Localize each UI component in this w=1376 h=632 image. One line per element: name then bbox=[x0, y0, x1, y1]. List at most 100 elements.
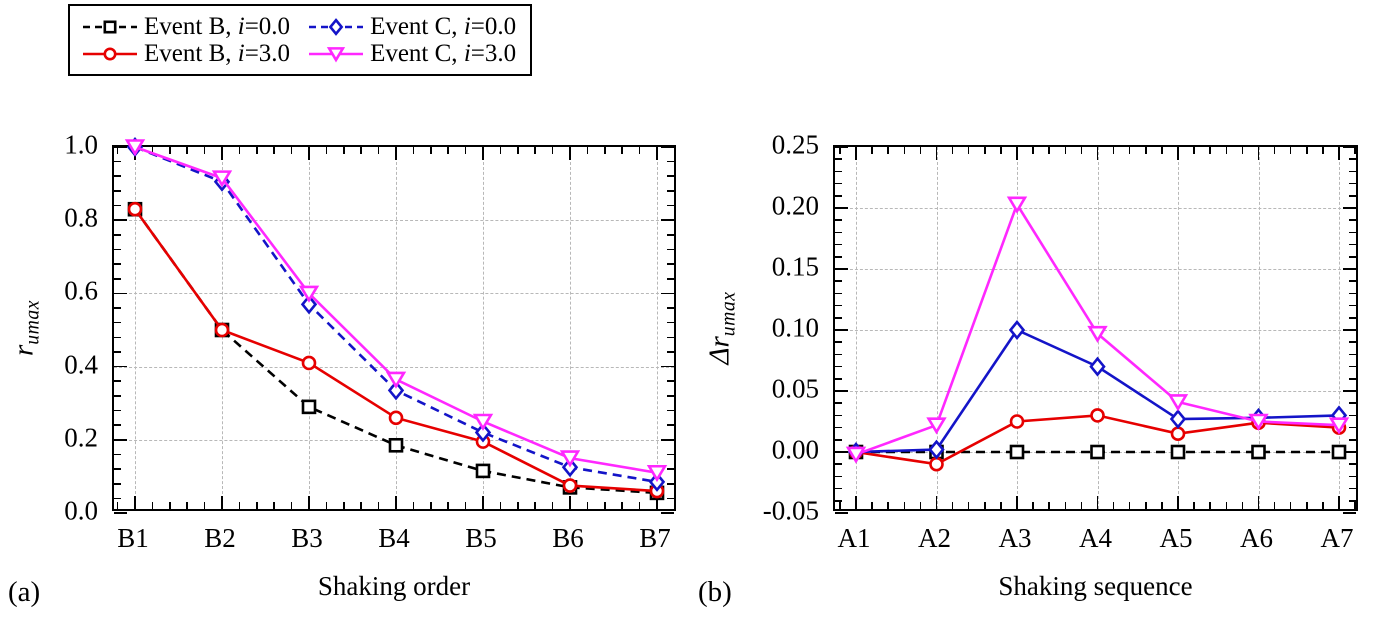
axis-tick-minor bbox=[667, 453, 674, 456]
axis-tick-minor bbox=[586, 147, 589, 154]
axis-tick-minor bbox=[673, 147, 676, 154]
axis-tick-minor bbox=[1349, 378, 1356, 380]
axis-tick-minor bbox=[835, 365, 842, 368]
y-tick-label: 0.05 bbox=[771, 373, 819, 404]
axis-tick-major bbox=[569, 496, 571, 509]
y-tick-label: 0.2 bbox=[64, 422, 98, 453]
axis-tick-major bbox=[855, 147, 857, 160]
axis-tick-minor bbox=[114, 482, 121, 485]
y-axis-title-b: Δrumax bbox=[703, 291, 740, 365]
legend-item[interactable]: Event C, i=0.0 bbox=[308, 14, 516, 39]
axis-tick-minor bbox=[667, 395, 674, 397]
axis-tick-minor bbox=[1349, 426, 1356, 429]
axis-tick-minor bbox=[1349, 439, 1356, 441]
axis-tick-major bbox=[395, 147, 397, 160]
axis-tick-major bbox=[114, 365, 127, 368]
axis-tick-minor bbox=[835, 475, 842, 478]
axis-tick-minor bbox=[1161, 502, 1163, 509]
axis-tick-major bbox=[134, 496, 136, 509]
axis-tick-major bbox=[835, 146, 848, 148]
x-tick-label: B1 bbox=[117, 523, 149, 553]
axis-tick-minor bbox=[1349, 304, 1356, 307]
axis-tick-minor bbox=[967, 502, 970, 509]
axis-tick-minor bbox=[1145, 502, 1147, 509]
gridline-vertical bbox=[309, 147, 310, 509]
axis-tick-major bbox=[835, 207, 848, 209]
axis-tick-major bbox=[1257, 147, 1260, 160]
axis-tick-minor bbox=[238, 502, 241, 509]
axis-tick-minor bbox=[114, 380, 121, 383]
axis-tick-minor bbox=[839, 502, 841, 509]
gridline-vertical bbox=[657, 147, 658, 509]
axis-tick-minor bbox=[1322, 502, 1324, 509]
axis-tick-minor bbox=[114, 321, 121, 324]
axis-tick-minor bbox=[919, 147, 922, 154]
axis-tick-minor bbox=[984, 502, 986, 509]
axis-tick-minor bbox=[667, 409, 674, 412]
axis-tick-minor bbox=[667, 336, 674, 339]
y-tick-label: 1.0 bbox=[64, 129, 98, 160]
axis-tick-minor bbox=[1225, 147, 1228, 154]
legend-item[interactable]: Event C, i=3.0 bbox=[308, 41, 516, 66]
axis-tick-minor bbox=[835, 231, 842, 234]
axis-tick-major bbox=[661, 365, 674, 368]
axis-tick-minor bbox=[430, 502, 432, 509]
axis-tick-minor bbox=[835, 487, 842, 490]
gridline-vertical bbox=[1258, 147, 1260, 509]
axis-tick-minor bbox=[903, 502, 906, 509]
gridline-horizontal bbox=[835, 269, 1356, 270]
axis-tick-minor bbox=[1306, 147, 1308, 154]
axis-tick-minor bbox=[114, 468, 121, 470]
axis-tick-major bbox=[661, 512, 674, 514]
axis-tick-major bbox=[855, 496, 857, 509]
axis-tick-minor bbox=[151, 147, 154, 154]
legend-item[interactable]: Event B, i=3.0 bbox=[82, 41, 290, 66]
axis-tick-minor bbox=[151, 502, 154, 509]
axis-tick-major bbox=[1016, 496, 1018, 509]
axis-tick-minor bbox=[169, 147, 171, 154]
gridline-horizontal bbox=[114, 293, 674, 295]
axis-tick-minor bbox=[1289, 147, 1292, 154]
axis-tick-minor bbox=[667, 468, 674, 470]
axis-tick-minor bbox=[621, 147, 623, 154]
axis-tick-minor bbox=[1349, 353, 1356, 356]
axis-tick-minor bbox=[621, 502, 623, 509]
axis-tick-minor bbox=[1349, 317, 1356, 319]
axis-tick-major bbox=[221, 147, 223, 160]
axis-tick-minor bbox=[256, 502, 258, 509]
axis-tick-major bbox=[1343, 451, 1356, 453]
axis-tick-major bbox=[1338, 147, 1340, 160]
axis-tick-major bbox=[114, 439, 127, 441]
axis-tick-major bbox=[835, 512, 848, 514]
axis-tick-minor bbox=[835, 341, 842, 343]
axis-tick-minor bbox=[1354, 502, 1356, 509]
axis-tick-minor bbox=[835, 219, 842, 221]
axis-tick-minor bbox=[1349, 219, 1356, 221]
y-tick-label: 0.6 bbox=[64, 275, 98, 306]
axis-tick-minor bbox=[186, 147, 188, 154]
axis-tick-minor bbox=[871, 147, 873, 154]
x-tick-label: A1 bbox=[837, 523, 871, 553]
panel-a: Event B, i=0.0 Event C, i=0.0 Event B, i=3… bbox=[8, 4, 676, 607]
axis-tick-minor bbox=[951, 147, 954, 154]
axis-tick-minor bbox=[114, 277, 121, 280]
axis-tick-minor bbox=[1349, 231, 1356, 234]
axis-tick-major bbox=[1096, 147, 1099, 160]
x-axis-title-b: Shaking sequence bbox=[998, 571, 1193, 601]
legend-item[interactable]: Event B, i=0.0 bbox=[82, 14, 290, 39]
axis-tick-minor bbox=[1349, 365, 1356, 368]
axis-tick-minor bbox=[1273, 147, 1276, 154]
legend-label: Event C, i=0.0 bbox=[370, 13, 517, 40]
axis-tick-minor bbox=[114, 497, 121, 500]
axis-tick-minor bbox=[667, 248, 674, 251]
axis-tick-major bbox=[1016, 147, 1018, 160]
legend-label: Event B, i=3.0 bbox=[144, 40, 291, 67]
x-tick-label: B7 bbox=[639, 523, 671, 553]
axis-tick-minor bbox=[114, 409, 121, 412]
axis-tick-minor bbox=[667, 234, 674, 236]
axis-tick-minor bbox=[447, 147, 449, 154]
axis-tick-minor bbox=[673, 502, 676, 509]
axis-tick-minor bbox=[169, 502, 171, 509]
axis-tick-minor bbox=[919, 502, 922, 509]
